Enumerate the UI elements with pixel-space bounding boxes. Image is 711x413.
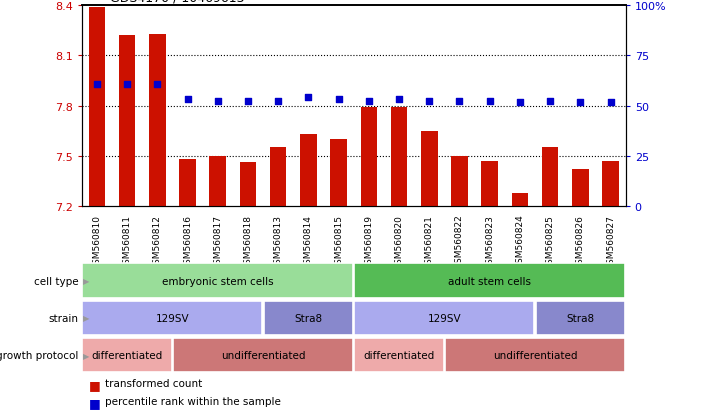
Bar	[572, 170, 589, 206]
Bar	[300, 135, 316, 206]
Point	[151, 81, 163, 88]
Text: 129SV: 129SV	[156, 313, 189, 323]
Bar	[173, 338, 353, 372]
Point	[545, 98, 556, 104]
Text: Stra8: Stra8	[566, 313, 594, 323]
Point	[454, 98, 465, 104]
Bar	[451, 157, 468, 206]
Bar	[535, 301, 625, 335]
Point	[91, 81, 102, 88]
Text: ▶: ▶	[83, 276, 90, 285]
Bar	[89, 8, 105, 206]
Point	[363, 98, 375, 104]
Bar	[331, 140, 347, 206]
Point	[333, 96, 344, 103]
Text: differentiated: differentiated	[92, 350, 163, 360]
Bar	[210, 157, 226, 206]
Bar	[82, 301, 262, 335]
Bar	[82, 264, 353, 298]
Bar	[512, 193, 528, 206]
Point	[272, 98, 284, 104]
Point	[393, 96, 405, 103]
Text: undifferentiated: undifferentiated	[221, 350, 305, 360]
Text: transformed count: transformed count	[105, 378, 202, 388]
Bar	[481, 161, 498, 206]
Text: ▶: ▶	[83, 351, 90, 360]
Bar	[360, 108, 377, 206]
Point	[242, 98, 254, 104]
Text: undifferentiated: undifferentiated	[493, 350, 577, 360]
Text: ■: ■	[89, 378, 101, 391]
Bar	[354, 301, 535, 335]
Bar	[82, 338, 172, 372]
Bar	[179, 160, 196, 206]
Text: strain: strain	[48, 313, 78, 323]
Bar	[264, 301, 353, 335]
Bar	[445, 338, 625, 372]
Bar	[354, 338, 444, 372]
Text: 129SV: 129SV	[427, 313, 461, 323]
Point	[212, 98, 223, 104]
Bar	[354, 264, 625, 298]
Bar	[240, 163, 256, 206]
Text: GDS4170 / 10469613: GDS4170 / 10469613	[110, 0, 245, 4]
Bar	[602, 161, 619, 206]
Point	[182, 96, 193, 103]
Point	[122, 81, 133, 88]
Point	[484, 98, 496, 104]
Text: percentile rank within the sample: percentile rank within the sample	[105, 396, 280, 406]
Point	[514, 100, 525, 106]
Bar	[391, 108, 407, 206]
Bar	[119, 36, 135, 206]
Text: growth protocol: growth protocol	[0, 350, 78, 360]
Bar	[421, 131, 437, 206]
Text: cell type: cell type	[33, 276, 78, 286]
Text: ▶: ▶	[83, 313, 90, 323]
Text: ■: ■	[89, 396, 101, 409]
Text: adult stem cells: adult stem cells	[448, 276, 531, 286]
Text: differentiated: differentiated	[363, 350, 434, 360]
Point	[574, 100, 586, 106]
Point	[605, 100, 616, 106]
Text: Stra8: Stra8	[294, 313, 323, 323]
Bar	[542, 148, 558, 206]
Point	[303, 95, 314, 101]
Text: embryonic stem cells: embryonic stem cells	[162, 276, 274, 286]
Bar	[270, 148, 287, 206]
Point	[424, 98, 435, 104]
Bar	[149, 35, 166, 206]
